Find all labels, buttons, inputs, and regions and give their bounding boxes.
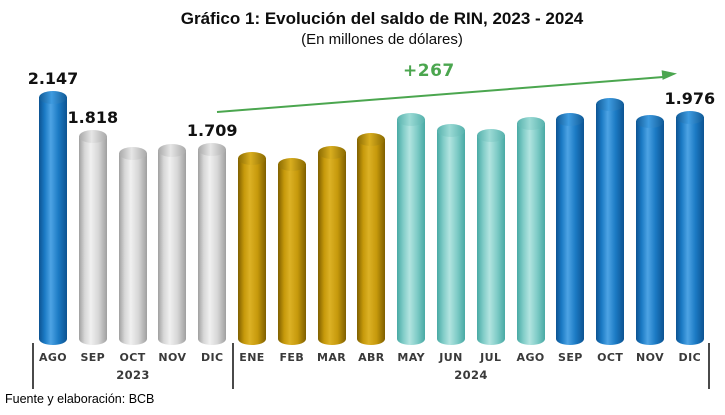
value-label-dic-2024: 1.976 — [664, 89, 716, 108]
bar-body — [516, 123, 545, 345]
value-label-ago-2023: 2.147 — [27, 69, 79, 88]
bar-top-cap — [277, 158, 306, 171]
month-label-feb-2024: FEB — [279, 351, 305, 364]
month-label-nov-2024: NOV — [636, 351, 664, 364]
bar-body — [437, 130, 465, 345]
bar-body — [39, 97, 67, 345]
bar-top-cap — [357, 133, 386, 146]
bar-body — [238, 158, 266, 345]
bar-top-cap — [198, 143, 227, 156]
source-note: Fuente y elaboración: BCB — [5, 392, 155, 406]
bar-feb-2024: FEB — [277, 158, 306, 364]
month-label-ago-2023: AGO — [38, 351, 68, 364]
month-label-mar-2024: MAR — [317, 351, 347, 364]
month-label-ago-2024: AGO — [516, 351, 545, 364]
month-label-dic-2024: DIC — [678, 351, 702, 364]
bar-dic-2024: 1.976 DIC — [664, 89, 715, 364]
bar-body — [397, 119, 426, 345]
bar-nov-2023: NOV — [158, 144, 187, 364]
bar-body — [118, 153, 147, 345]
month-label-abr-2024: ABR — [358, 351, 385, 364]
bar-body — [198, 149, 227, 345]
month-label-ene-2024: ENE — [239, 351, 265, 364]
bar-body — [277, 164, 306, 345]
bar-ene-2024: ENE — [238, 152, 266, 364]
chart-header: Gráfico 1: Evolución del saldo de RIN, 2… — [52, 8, 712, 50]
axis-divider-middle — [232, 343, 234, 389]
bar-ago-2024: AGO — [516, 117, 545, 364]
bar-body — [596, 104, 625, 345]
bar-abr-2024: ABR — [357, 133, 386, 364]
bar-body — [675, 117, 704, 345]
month-label-oct-2024: OCT — [597, 351, 624, 364]
bar-top-cap — [516, 117, 545, 130]
year-label-2024: 2024 — [454, 368, 488, 382]
bar-jun-2024: JUN — [437, 124, 465, 364]
month-label-nov-2023: NOV — [158, 351, 187, 364]
bar-may-2024: MAY — [397, 113, 426, 364]
bar-top-cap — [556, 113, 585, 126]
bar-top-cap — [158, 144, 187, 157]
bar-top-cap — [238, 152, 266, 165]
bar-top-cap — [476, 129, 505, 142]
month-label-jun-2024: JUN — [439, 351, 463, 364]
bar-sep-2023: 1.818 SEP — [67, 108, 118, 364]
bar-top-cap — [118, 147, 147, 160]
bar-body — [317, 152, 346, 345]
bar-body — [78, 136, 107, 345]
year-label-2023: 2023 — [116, 368, 150, 382]
month-label-may-2024: MAY — [397, 351, 425, 364]
bar-top-cap — [636, 115, 664, 128]
chart-title: Gráfico 1: Evolución del saldo de RIN, 2… — [180, 9, 584, 28]
month-label-dic-2023: DIC — [200, 351, 224, 364]
bar-body — [357, 139, 386, 345]
bar-top-cap — [78, 130, 107, 143]
month-label-sep-2023: SEP — [80, 351, 106, 364]
bar-oct-2023: OCT — [118, 147, 147, 364]
bar-nov-2024: NOV — [636, 115, 664, 364]
bar-mar-2024: MAR — [317, 146, 346, 364]
bar-top-cap — [317, 146, 346, 159]
month-label-sep-2024: SEP — [558, 351, 583, 364]
bar-jul-2024: JUL — [476, 129, 505, 364]
bar-body — [158, 150, 187, 345]
value-label-sep-2023: 1.818 — [67, 108, 119, 127]
bar-dic-2023: 1.709 DIC — [187, 121, 238, 364]
bar-oct-2024: OCT — [596, 98, 625, 364]
trend-annotation: +267 — [403, 61, 455, 81]
bar-top-cap — [39, 91, 67, 104]
axis-divider-left — [32, 343, 34, 389]
bar-body — [476, 135, 505, 345]
bar-top-cap — [397, 113, 426, 126]
value-label-dic-2023: 1.709 — [186, 121, 238, 140]
bar-body — [556, 119, 585, 345]
bar-top-cap — [437, 124, 465, 137]
bar-ago-2023: 2.147 AGO — [28, 69, 79, 364]
axis-divider-right — [708, 343, 710, 389]
bar-top-cap — [596, 98, 625, 111]
month-label-jul-2024: JUL — [480, 351, 502, 364]
chart-subtitle: (En millones de dólares) — [301, 31, 463, 48]
bar-body — [636, 121, 664, 345]
bar-top-cap — [675, 111, 704, 124]
month-label-oct-2023: OCT — [119, 351, 146, 364]
bar-sep-2024: SEP — [556, 113, 585, 364]
